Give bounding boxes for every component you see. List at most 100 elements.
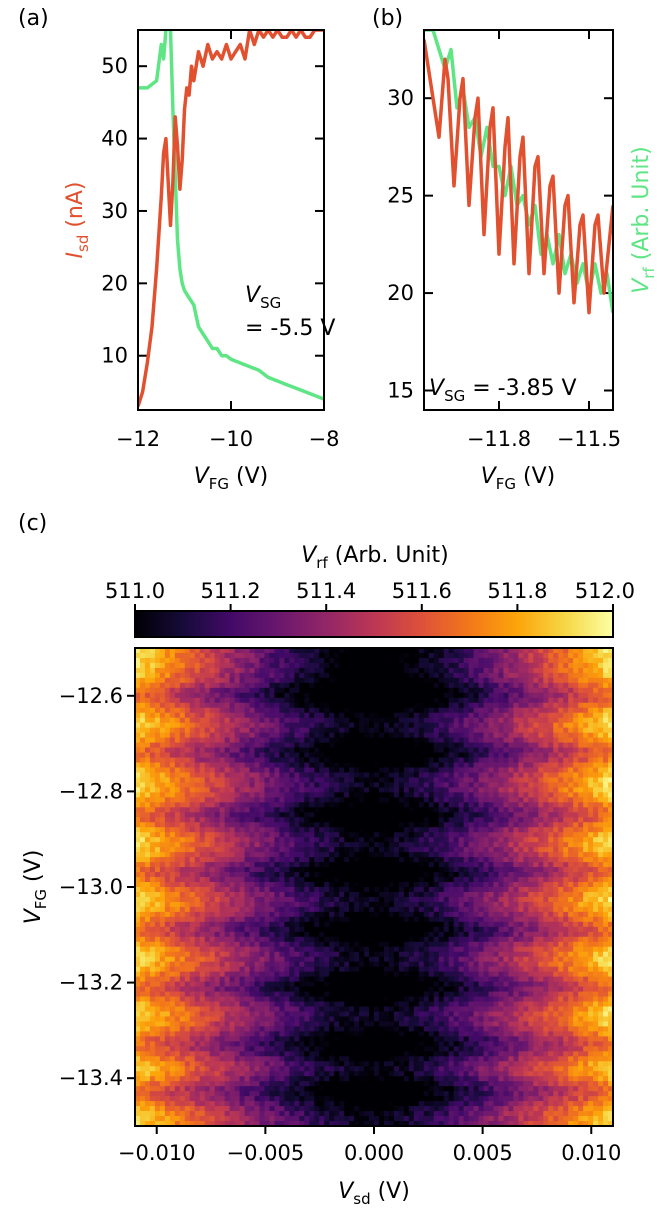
heatmap-cell [433,832,440,838]
heatmap-cell [344,847,350,853]
heatmap-cell [438,707,445,714]
heatmap-cell [139,732,146,739]
heatmap-cell [598,797,604,803]
heatmap-cell [239,717,246,724]
heatmap-cell [319,847,325,853]
heatmap-cell [334,687,340,694]
heatmap-cell [269,657,276,664]
heatmap-cell [189,707,196,714]
heatmap-cell [344,862,350,868]
heatmap-cell [388,747,395,754]
heatmap-cell [269,752,276,759]
heatmap-cell [364,722,370,729]
heatmap-cell [478,722,485,729]
heatmap-cell [229,787,236,793]
heatmap-cell [393,712,400,719]
heatmap-cell [503,757,510,764]
heatmap-cell [329,702,335,709]
heatmap-cell [478,648,485,654]
heatmap-cell [573,772,579,779]
heatmap-cell [443,807,450,813]
heatmap-cell [159,867,166,873]
heatmap-cell [463,857,470,863]
heatmap-cell [274,896,280,903]
heatmap-cell [234,832,241,838]
heatmap-cell [388,777,395,784]
heatmap-cell [334,882,340,888]
heatmap-cell [508,682,515,689]
heatmap-cell [259,792,266,798]
heatmap-cell [319,717,325,724]
heatmap-cell [159,822,166,828]
heatmap-cell [423,832,430,838]
heatmap-cell [533,812,539,818]
heatmap-cell [209,852,216,858]
heatmap-cell [334,667,340,674]
heatmap-cell [568,877,574,883]
heatmap-cell [518,727,524,734]
heatmap-cell [289,857,295,863]
heatmap-cell [224,648,231,654]
heatmap-cell [463,752,470,759]
heatmap-cell [398,812,405,818]
heatmap-cell [364,777,370,784]
heatmap-cell [398,702,405,709]
heatmap-cell [229,797,236,803]
heatmap-cell [453,772,460,779]
heatmap-cell [543,792,549,798]
heatmap-cell [229,667,236,674]
heatmap-cell [503,707,510,714]
heatmap-cell [448,747,455,754]
heatmap-cell [209,802,216,808]
heatmap-cell [413,712,420,719]
heatmap-cell [194,767,201,774]
heatmap-cell [378,877,385,883]
heatmap-cell [468,712,475,719]
heatmap-cell [548,767,554,774]
heatmap-cell [448,772,455,779]
heatmap-cell [244,697,251,704]
heatmap-cell [184,867,191,873]
heatmap-cell [369,648,375,654]
heatmap-cell [294,722,300,729]
heatmap-cell [423,672,430,679]
heatmap-cell [438,862,445,868]
heatmap-cell [523,837,529,843]
heatmap-cell [184,707,191,714]
heatmap-cell [135,757,141,764]
heatmap-cell [568,712,574,719]
heatmap-cell [393,777,400,784]
heatmap-cell [304,672,310,679]
heatmap-cell [383,652,390,659]
heatmap-cell [493,752,500,759]
heatmap-cell [284,792,290,798]
heatmap-cell [184,697,191,704]
heatmap-cell [563,762,569,769]
heatmap-cell [259,667,266,674]
heatmap-cell [319,657,325,664]
heatmap-cell [284,742,290,749]
heatmap-cell [249,777,256,784]
heatmap-cell [558,687,564,694]
heatmap-cell [254,677,261,684]
heatmap-cell [354,822,360,828]
heatmap-cell [593,682,599,689]
heatmap-cell [269,842,276,848]
heatmap-cell [329,827,335,833]
heatmap-cell [224,882,231,888]
heatmap-cell [518,712,524,719]
heatmap-cell [135,657,141,664]
heatmap-cell [473,767,480,774]
heatmap-cell [563,872,569,878]
heatmap-cell [324,752,330,759]
heatmap-cell [209,782,216,789]
heatmap-cell [219,712,226,719]
heatmap-cell [239,807,246,813]
heatmap-cell [135,772,141,779]
heatmap-cell [523,802,529,808]
heatmap-cell [174,842,181,848]
heatmap-cell [488,672,495,679]
heatmap-cell [179,867,186,873]
heatmap-cell [408,732,415,739]
